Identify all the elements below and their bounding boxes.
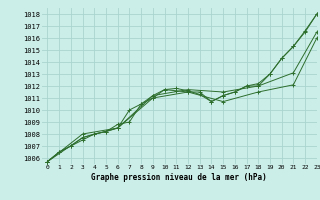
X-axis label: Graphe pression niveau de la mer (hPa): Graphe pression niveau de la mer (hPa) [91,173,267,182]
